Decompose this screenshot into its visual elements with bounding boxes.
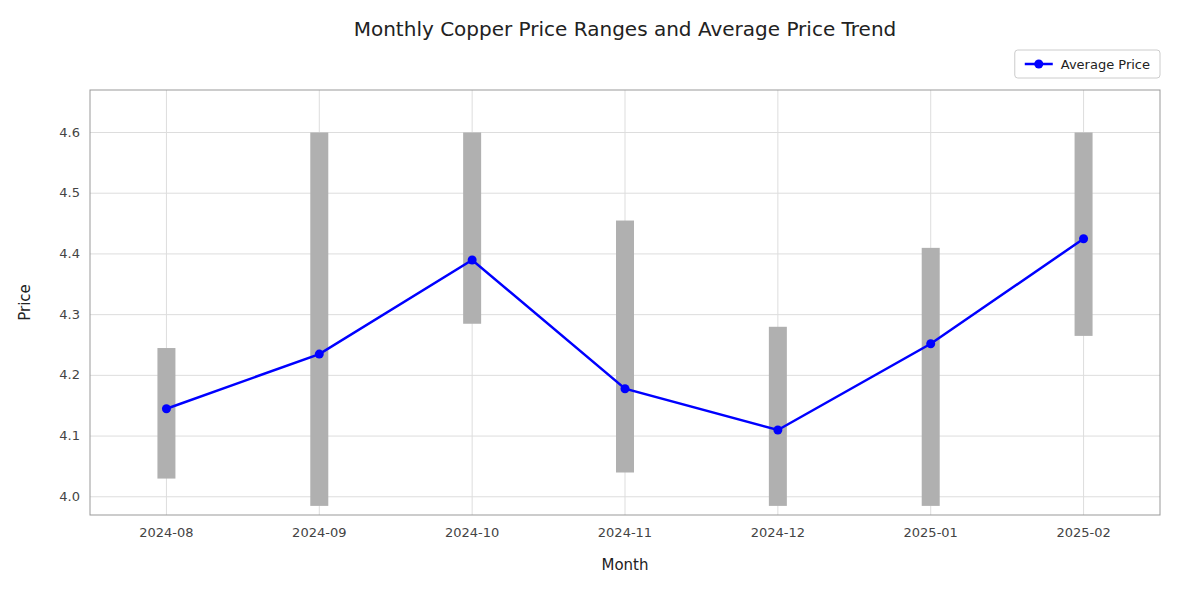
- chart: Monthly Copper Price Ranges and Average …: [0, 0, 1200, 600]
- x-tick-label: 2024-10: [445, 525, 499, 540]
- line-marker: [773, 426, 782, 435]
- x-tick-label: 2025-02: [1056, 525, 1110, 540]
- line-marker: [926, 339, 935, 348]
- y-tick-label: 4.0: [59, 489, 80, 504]
- plot-data: [157, 133, 1092, 506]
- y-tick-label: 4.4: [59, 246, 80, 261]
- line-marker: [315, 350, 324, 359]
- line-marker: [621, 384, 630, 393]
- range-bar: [1075, 133, 1093, 336]
- line-marker: [162, 404, 171, 413]
- range-bar: [769, 327, 787, 506]
- legend-box: [1015, 50, 1160, 78]
- line-marker: [1079, 234, 1088, 243]
- y-tick-label: 4.2: [59, 367, 80, 382]
- legend-item: Average Price: [1025, 57, 1150, 72]
- range-bar: [922, 248, 940, 506]
- y-tick-label: 4.5: [59, 185, 80, 200]
- y-axis-label: Price: [16, 284, 34, 321]
- y-tick-label: 4.1: [59, 428, 80, 443]
- y-tick-label: 4.3: [59, 307, 80, 322]
- range-bar: [310, 133, 328, 506]
- y-tick-label: 4.6: [59, 125, 80, 140]
- range-bars: [157, 133, 1092, 506]
- legend-label: Average Price: [1061, 57, 1150, 72]
- title: Monthly Copper Price Ranges and Average …: [354, 17, 897, 41]
- line-marker: [468, 256, 477, 265]
- legend-marker: [1034, 60, 1043, 69]
- x-tick-label: 2024-12: [751, 525, 805, 540]
- range-bar: [616, 221, 634, 473]
- range-bar: [463, 133, 481, 324]
- line-series: [162, 234, 1088, 434]
- x-axis-label: Month: [601, 556, 648, 574]
- plot-frame: [90, 90, 1160, 515]
- average-line: [166, 239, 1083, 430]
- grid: [90, 90, 1160, 515]
- x-tick-label: 2024-09: [292, 525, 346, 540]
- legend: Average Price: [1015, 50, 1160, 78]
- range-bar: [157, 348, 175, 479]
- x-tick-label: 2024-11: [598, 525, 652, 540]
- x-tick-label: 2024-08: [139, 525, 193, 540]
- x-tick-label: 2025-01: [904, 525, 958, 540]
